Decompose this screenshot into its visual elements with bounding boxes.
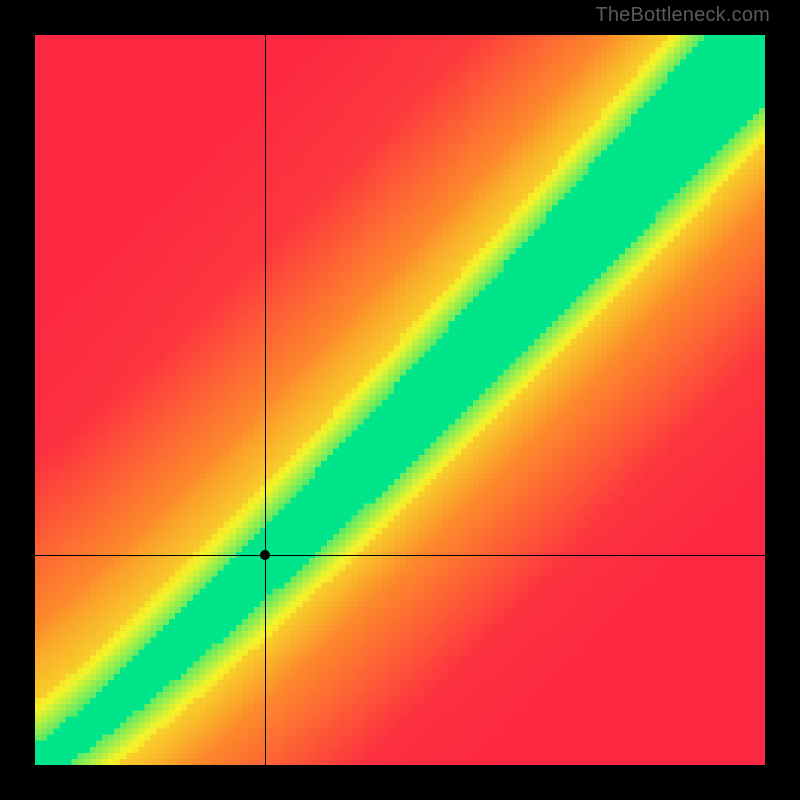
heatmap-canvas: [35, 35, 765, 765]
crosshair-horizontal: [35, 555, 765, 556]
watermark-text: TheBottleneck.com: [595, 4, 770, 27]
crosshair-marker: [260, 550, 270, 560]
crosshair-vertical: [265, 35, 266, 765]
heatmap-plot: [35, 35, 765, 765]
